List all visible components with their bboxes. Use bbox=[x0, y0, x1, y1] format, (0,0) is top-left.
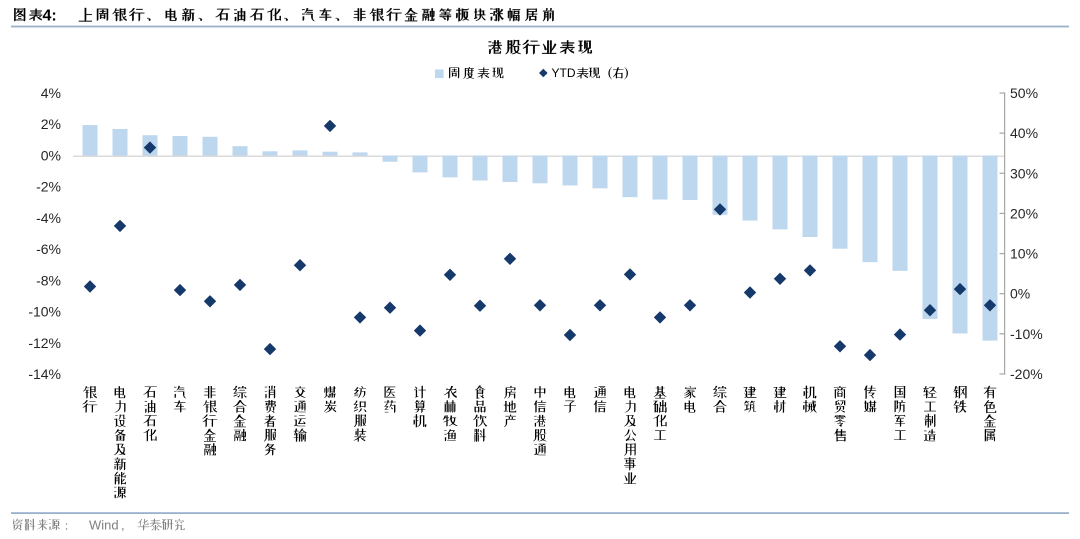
svg-text:-4%: -4% bbox=[36, 210, 61, 226]
svg-text:4%: 4% bbox=[41, 85, 61, 101]
svg-text:-10%: -10% bbox=[1010, 326, 1043, 342]
svg-text:10%: 10% bbox=[1010, 246, 1038, 262]
svg-text:-12%: -12% bbox=[28, 335, 61, 351]
svg-text:-10%: -10% bbox=[28, 304, 61, 320]
svg-text:-2%: -2% bbox=[36, 179, 61, 195]
svg-text:4:: 4: bbox=[43, 8, 57, 25]
svg-text:-14%: -14% bbox=[28, 366, 61, 382]
svg-text:30%: 30% bbox=[1010, 165, 1038, 181]
svg-text:Wind: Wind bbox=[89, 518, 119, 533]
svg-text:-8%: -8% bbox=[36, 272, 61, 288]
svg-text:YTD: YTD bbox=[552, 66, 576, 80]
svg-text:-20%: -20% bbox=[1010, 366, 1043, 382]
svg-text:-6%: -6% bbox=[36, 241, 61, 257]
svg-text:2%: 2% bbox=[41, 116, 61, 132]
svg-text:40%: 40% bbox=[1010, 125, 1038, 141]
svg-text:50%: 50% bbox=[1010, 85, 1038, 101]
svg-text:0%: 0% bbox=[41, 147, 61, 163]
svg-text:20%: 20% bbox=[1010, 205, 1038, 221]
svg-text:0%: 0% bbox=[1010, 286, 1030, 302]
